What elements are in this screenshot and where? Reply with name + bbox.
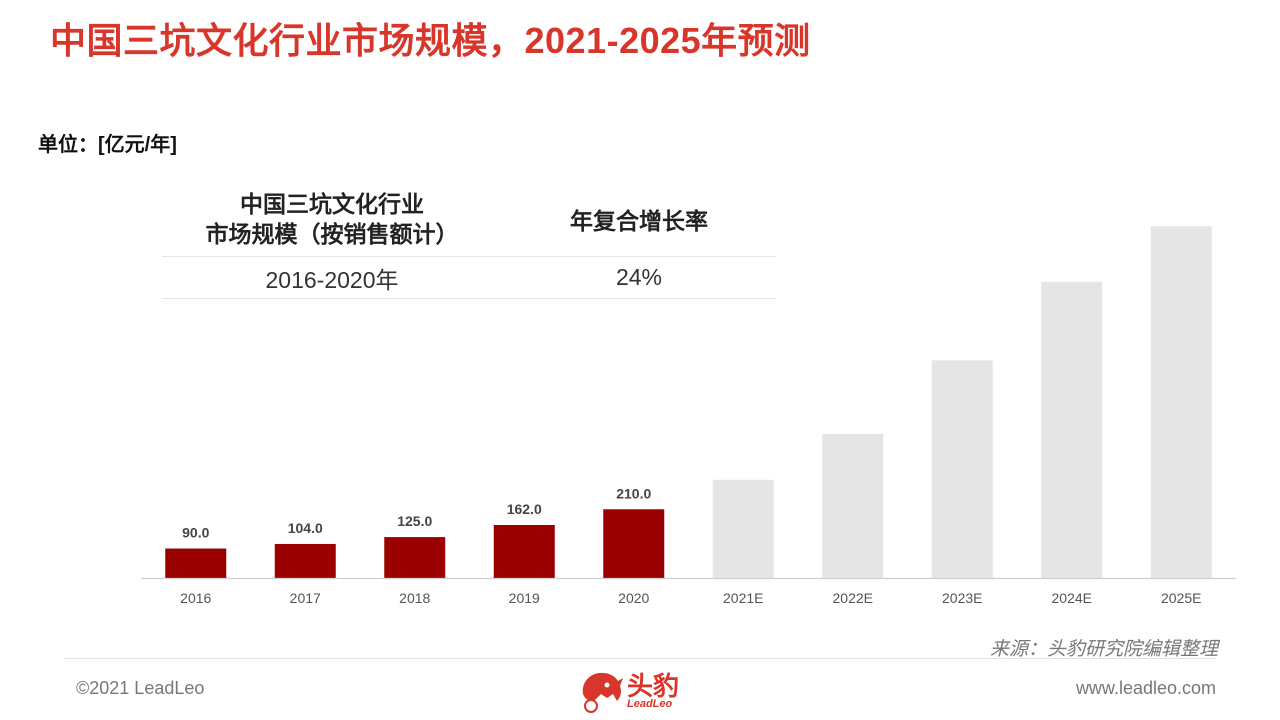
data-label-2020: 210.0 <box>616 485 651 501</box>
cagr-header-market-size: 中国三坑文化行业 市场规模（按销售额计） <box>162 182 502 256</box>
bar-2023E <box>931 360 993 578</box>
x-tick-2023E: 2023E <box>942 590 982 606</box>
bar-2017 <box>274 543 336 578</box>
x-tick-2025E: 2025E <box>1161 590 1201 606</box>
cagr-table: 中国三坑文化行业 市场规模（按销售额计） 年复合增长率 2016-2020年 2… <box>162 182 776 299</box>
bar-2025E <box>1150 226 1212 578</box>
bar-2018 <box>384 537 446 578</box>
cagr-header-line2: 市场规模（按销售额计） <box>205 221 459 247</box>
footer-divider <box>64 658 1216 659</box>
cagr-value: 24% <box>615 264 663 290</box>
cagr-table-row: 2016-2020年 24% <box>162 257 776 299</box>
x-tick-2017: 2017 <box>290 590 321 606</box>
leadleo-logo: 头豹 LeadLeo <box>577 664 707 716</box>
logo-text-cn: 头豹 <box>627 671 680 701</box>
bar-2021E <box>712 479 774 578</box>
x-tick-2021E: 2021E <box>723 590 763 606</box>
x-tick-2018: 2018 <box>399 590 430 606</box>
website-url[interactable]: www.leadleo.com <box>1075 678 1216 698</box>
cagr-period: 2016-2020年 <box>265 266 399 293</box>
source-note: 来源：头豹研究院编辑整理 <box>989 639 1218 660</box>
x-tick-2019: 2019 <box>509 590 540 606</box>
data-label-2016: 90.0 <box>182 525 209 541</box>
cagr-header-line1: 中国三坑文化行业 <box>240 191 424 217</box>
x-tick-2020: 2020 <box>618 590 649 606</box>
leopard-head-icon <box>582 672 623 713</box>
copyright-text: ©2021 LeadLeo <box>76 678 205 698</box>
bar-2024E <box>1041 281 1103 578</box>
bar-2022E <box>822 434 884 578</box>
page-title: 中国三坑文化行业市场规模，2021-2025年预测 <box>50 20 811 61</box>
bar-2016 <box>165 548 227 578</box>
data-label-2018: 125.0 <box>397 513 432 529</box>
x-tick-2022E: 2022E <box>833 590 873 606</box>
cagr-table-header: 中国三坑文化行业 市场规模（按销售额计） 年复合增长率 <box>162 182 776 257</box>
x-tick-2016: 2016 <box>180 590 211 606</box>
bar-2020 <box>603 509 665 578</box>
data-label-2017: 104.0 <box>288 520 323 536</box>
unit-label: 单位：[亿元/年] <box>38 134 177 156</box>
cagr-header-growth-rate: 年复合增长率 <box>570 208 708 234</box>
x-tick-2024E: 2024E <box>1052 590 1092 606</box>
bar-2019 <box>493 524 555 578</box>
data-label-2019: 162.0 <box>507 501 542 517</box>
logo-text-en: LeadLeo <box>627 698 673 710</box>
